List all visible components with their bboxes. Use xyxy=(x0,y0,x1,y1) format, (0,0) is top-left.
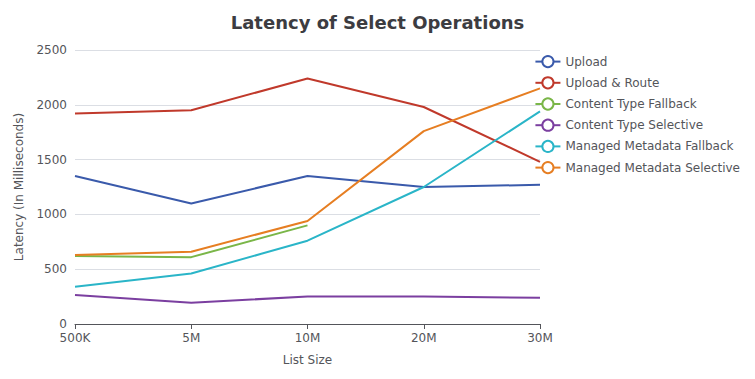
svg-text:List Size: List Size xyxy=(283,353,332,367)
svg-text:2000: 2000 xyxy=(36,98,67,112)
svg-text:Managed Metadata Selective: Managed Metadata Selective xyxy=(565,161,740,175)
svg-text:Managed Metadata Fallback: Managed Metadata Fallback xyxy=(565,139,733,153)
svg-text:1000: 1000 xyxy=(36,207,67,221)
svg-text:2500: 2500 xyxy=(36,43,67,57)
svg-text:10M: 10M xyxy=(295,331,321,345)
svg-text:Latency (In Milliseconds): Latency (In Milliseconds) xyxy=(12,113,26,261)
svg-text:5M: 5M xyxy=(182,331,200,345)
svg-text:Content Type Fallback: Content Type Fallback xyxy=(565,97,696,111)
svg-text:20M: 20M xyxy=(411,331,437,345)
svg-text:1500: 1500 xyxy=(36,153,67,167)
svg-text:0: 0 xyxy=(59,317,67,331)
svg-text:Upload & Route: Upload & Route xyxy=(565,76,659,90)
svg-text:Upload: Upload xyxy=(565,55,607,69)
svg-text:500: 500 xyxy=(44,262,67,276)
svg-text:Latency of Select Operations: Latency of Select Operations xyxy=(231,12,525,33)
svg-text:Content Type Selective: Content Type Selective xyxy=(565,118,703,132)
svg-text:30M: 30M xyxy=(527,331,553,345)
svg-text:500K: 500K xyxy=(60,331,92,345)
